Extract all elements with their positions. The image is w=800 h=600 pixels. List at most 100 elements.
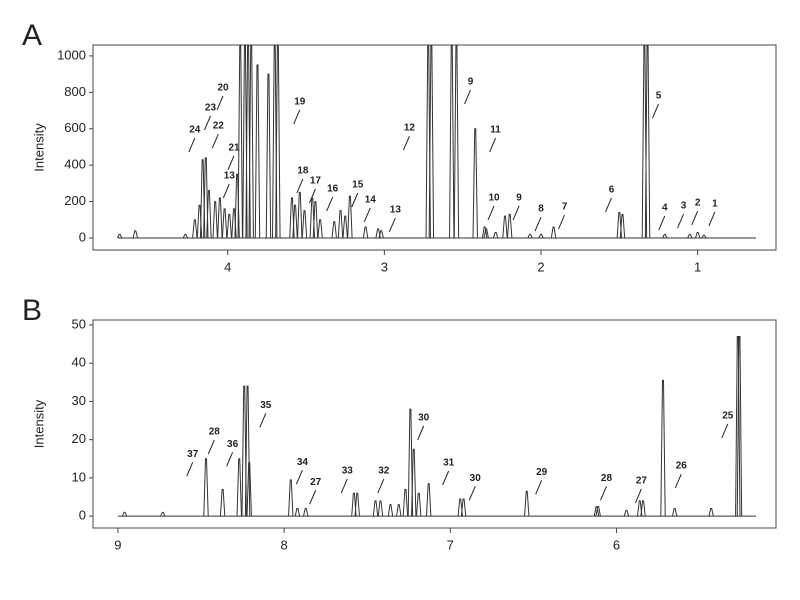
peak-label: 28 (601, 473, 613, 484)
peak (309, 197, 316, 239)
peak (708, 508, 714, 517)
peak (640, 500, 646, 517)
peak (342, 215, 348, 239)
peak-label: 1 (712, 199, 718, 210)
peak-label: 18 (297, 166, 309, 177)
peak (182, 233, 189, 239)
leader-line (402, 135, 410, 151)
leader-line (558, 214, 565, 230)
peak (354, 492, 360, 517)
peak-label: 8 (538, 204, 544, 215)
peak (192, 219, 198, 239)
leader-line (464, 89, 471, 105)
leader-line (363, 207, 371, 223)
leader-line (308, 188, 316, 204)
leader-line (259, 413, 267, 428)
panel-label: B (22, 294, 42, 327)
peak (337, 210, 344, 239)
leader-line (216, 95, 224, 111)
peak (411, 448, 417, 517)
peak-label: 26 (676, 461, 688, 472)
y-tick-label: 1000 (57, 47, 86, 62)
peak (457, 498, 463, 517)
peak (254, 64, 261, 238)
leader-line (417, 425, 425, 441)
peak (116, 233, 123, 239)
leader-line (468, 486, 476, 501)
leader-line (652, 103, 659, 119)
peak-label: 11 (490, 125, 501, 136)
peak (593, 506, 600, 517)
peak (203, 458, 209, 517)
leader-line (186, 462, 194, 477)
leader-line (309, 489, 317, 505)
leader-line (326, 196, 334, 212)
leader-line (293, 109, 301, 125)
peak-label: 23 (205, 103, 217, 114)
peak (402, 488, 409, 517)
peak-label: 15 (352, 180, 364, 191)
peak (294, 508, 301, 517)
peak (265, 73, 272, 238)
peak-label: 9 (468, 77, 474, 88)
peak (206, 190, 212, 239)
y-tick-label: 50 (72, 316, 86, 331)
peak (312, 201, 319, 239)
y-tick-label: 40 (72, 355, 86, 370)
peak-label: 21 (228, 143, 240, 154)
peak (203, 157, 209, 238)
peak-label: 25 (722, 411, 734, 422)
peak-label: 3 (681, 201, 687, 212)
peak-label: 16 (327, 184, 339, 195)
peak-label: 10 (488, 193, 500, 204)
peak (248, 45, 254, 238)
peak-label: 13 (390, 205, 402, 216)
peak-label: 5 (656, 91, 662, 102)
plot-frame (92, 319, 777, 529)
peak (241, 385, 247, 517)
x-tick-label: 8 (280, 537, 287, 552)
peak (483, 228, 489, 239)
peak-label: 14 (365, 195, 377, 206)
peak-label: 27 (310, 477, 322, 488)
peak-label: 32 (378, 466, 390, 477)
y-tick-label: 800 (64, 84, 86, 99)
peak-label: 35 (260, 400, 272, 411)
peak (132, 230, 138, 239)
peak (660, 379, 666, 517)
leader-line (204, 115, 211, 131)
peak (623, 509, 630, 517)
peak-label: 13 (224, 171, 236, 182)
peak (347, 195, 353, 239)
peak (237, 45, 243, 238)
y-tick-label: 10 (72, 469, 86, 484)
peak-label: 6 (609, 185, 615, 196)
peak (303, 508, 309, 517)
peak (481, 226, 488, 239)
x-tick-label: 2 (537, 259, 544, 274)
leader-line (188, 137, 196, 153)
leader-line (634, 488, 642, 504)
peak (492, 232, 499, 239)
peak-label: 17 (310, 176, 322, 187)
peak (289, 197, 295, 239)
peak-label: 33 (342, 466, 354, 477)
peak (701, 234, 707, 239)
leader-line (600, 486, 607, 501)
leader-line (691, 210, 699, 226)
leader-line (721, 423, 729, 439)
peak (506, 213, 513, 239)
leader-line (442, 470, 450, 486)
peak-label: 36 (227, 439, 239, 450)
leader-line (605, 197, 612, 213)
peak (527, 233, 533, 239)
peak (160, 511, 166, 517)
peak (301, 210, 308, 239)
peak-label: 27 (636, 476, 648, 487)
peak (538, 233, 544, 239)
y-axis-label: Intensity (31, 123, 46, 172)
peak-label: 34 (297, 457, 309, 468)
peak-label: 20 (217, 83, 229, 94)
